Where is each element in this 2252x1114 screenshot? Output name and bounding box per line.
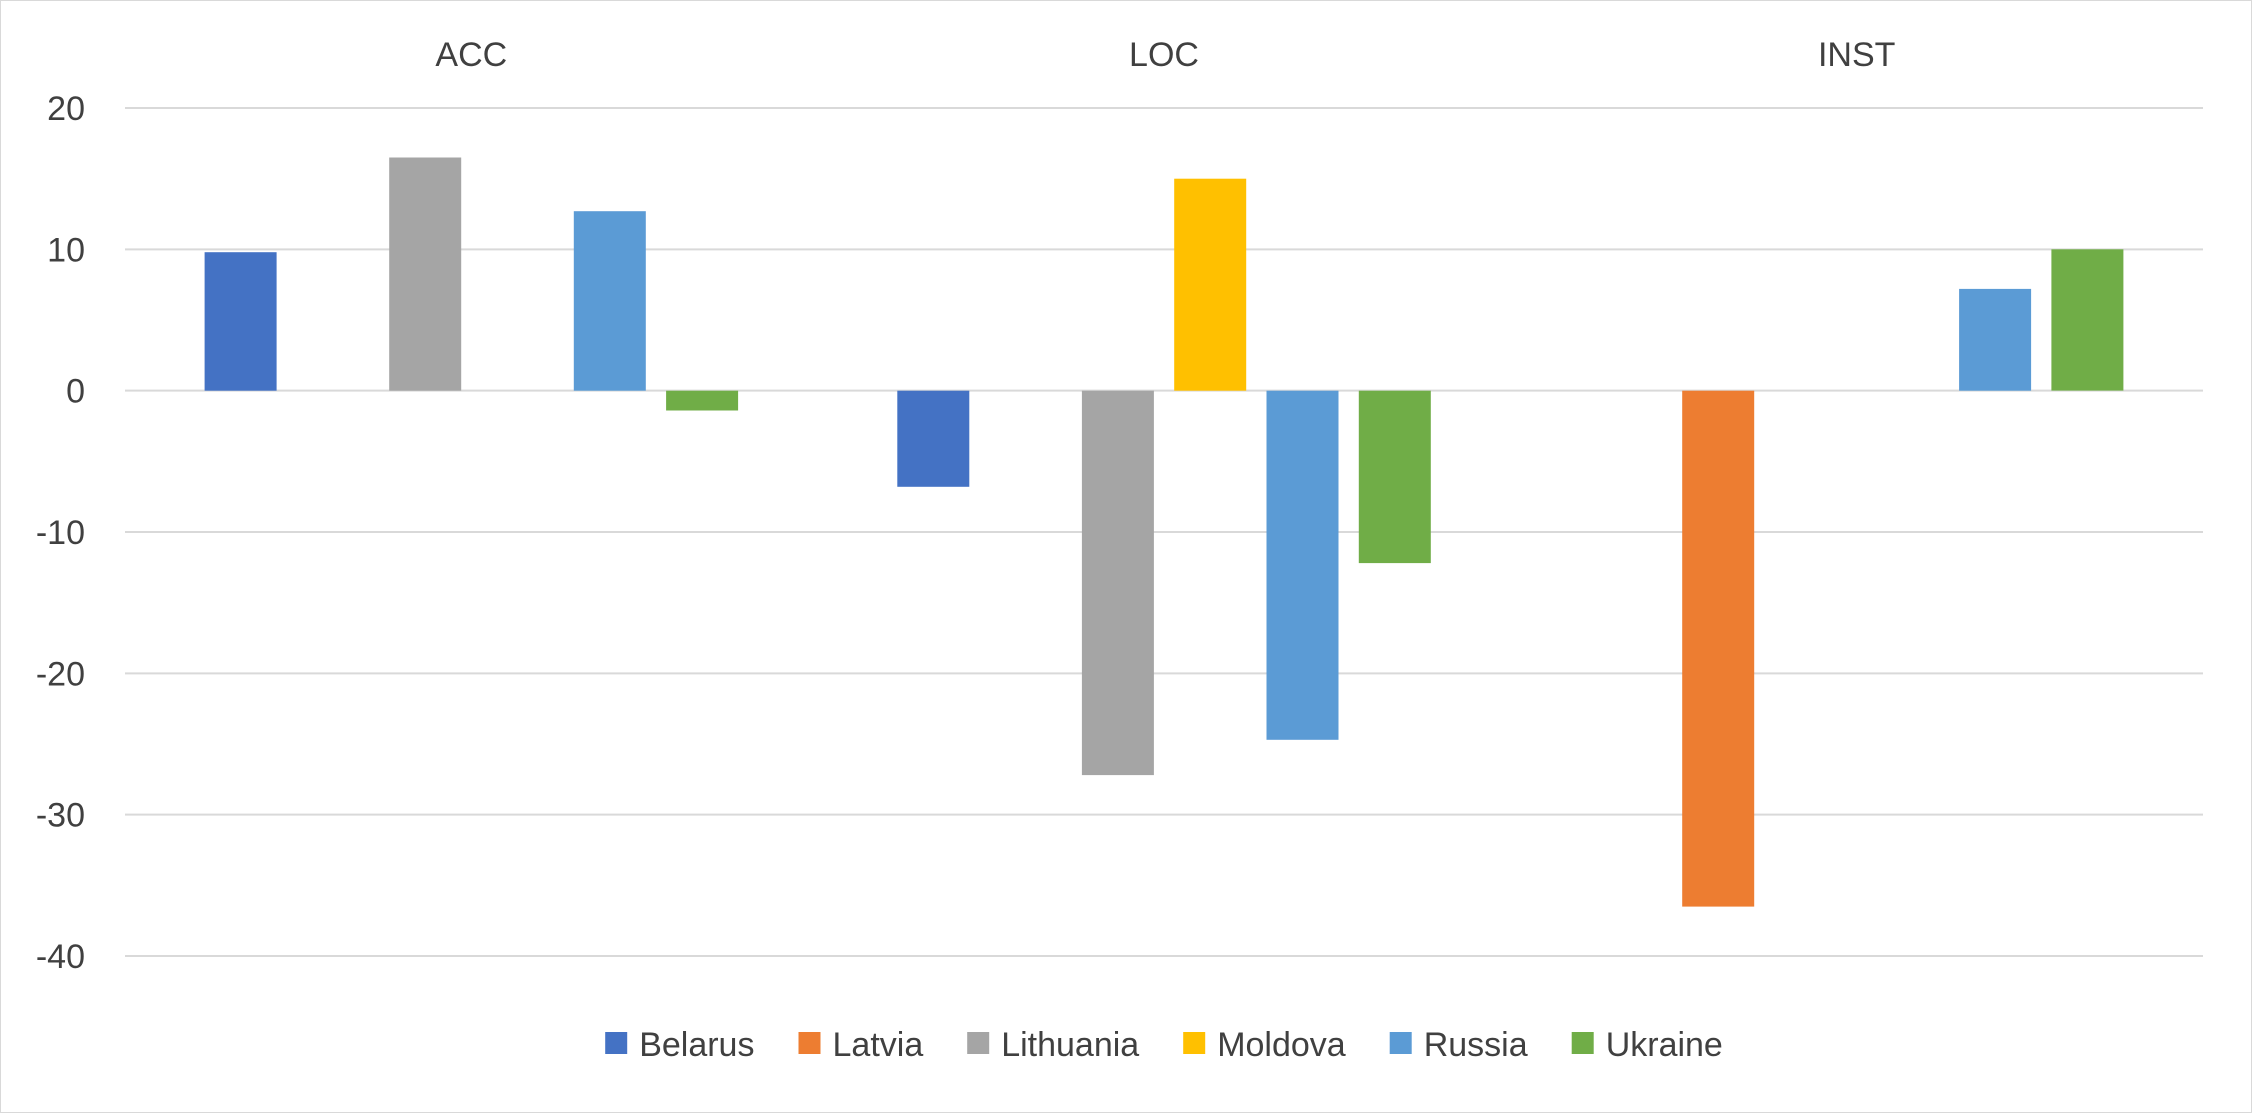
y-tick-label: 0 [66, 373, 85, 411]
y-axis-ticks: 20 10 0 -10 -20 -30 -40 [36, 90, 85, 976]
bar-belarus-loc [897, 390, 970, 487]
bar-ukraine-loc [1358, 390, 1431, 564]
y-tick-label: -30 [36, 797, 85, 835]
category-labels: ACC LOC INST [435, 36, 1895, 74]
legend-label: Russia [1424, 1026, 1528, 1064]
category-label: LOC [1129, 36, 1199, 74]
legend-item-moldova: Moldova [1183, 1026, 1346, 1064]
bar-russia-inst [1959, 288, 2032, 391]
legend-item-lithuania: Lithuania [967, 1026, 1139, 1064]
y-tick-label: 20 [47, 90, 85, 128]
legend-swatch [1389, 1032, 1412, 1054]
bar-russia-acc [573, 211, 646, 391]
legend-label: Lithuania [1001, 1026, 1139, 1064]
y-tick-label: -20 [36, 655, 85, 693]
legend-item-ukraine: Ukraine [1571, 1026, 1723, 1064]
legend-swatch [1571, 1032, 1594, 1054]
y-tick-label: -40 [36, 938, 85, 976]
category-label: INST [1818, 36, 1895, 74]
legend-item-latvia: Latvia [798, 1026, 924, 1064]
legend-swatch [967, 1032, 990, 1054]
legend: Belarus Latvia Lithuania Moldova Russia Ukrai… [605, 1026, 1723, 1064]
bar-moldova-loc [1174, 178, 1247, 391]
legend-swatch [1183, 1032, 1206, 1054]
bar-belarus-acc [204, 252, 277, 391]
bar-latvia-inst [1682, 390, 1755, 907]
y-tick-label: -10 [36, 514, 85, 552]
bar-russia-loc [1266, 390, 1339, 740]
legend-label: Belarus [639, 1026, 754, 1064]
legend-item-belarus: Belarus [605, 1026, 754, 1064]
y-tick-label: 10 [47, 231, 85, 269]
bar-lithuania-acc [389, 157, 462, 391]
legend-label: Ukraine [1606, 1026, 1723, 1064]
legend-label: Moldova [1217, 1026, 1346, 1064]
bar-lithuania-loc [1081, 390, 1154, 776]
legend-swatch [605, 1032, 628, 1054]
bar-ukraine-inst [2051, 249, 2124, 391]
gridlines [125, 107, 2203, 957]
legend-item-russia: Russia [1389, 1026, 1528, 1064]
bar-ukraine-acc [666, 390, 739, 411]
category-label: ACC [435, 36, 507, 74]
bars [204, 157, 2124, 907]
legend-label: Latvia [833, 1026, 924, 1064]
legend-swatch [798, 1032, 821, 1054]
